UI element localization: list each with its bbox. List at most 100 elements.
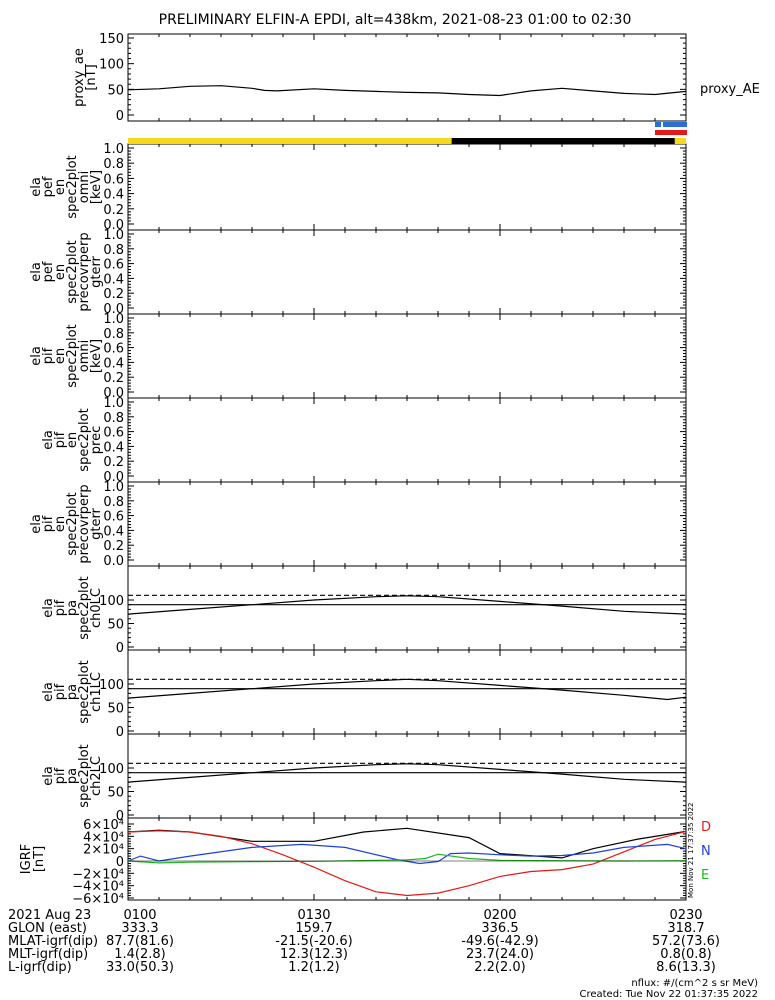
y-axis-label: omni	[77, 171, 92, 203]
y-axis-label: ela	[29, 514, 44, 534]
panels-group: 050100150proxy_ae[nT]0.00.20.40.60.81.0e…	[19, 32, 760, 907]
series-line-2	[127, 595, 687, 615]
y-axis-label: precovrperp	[77, 232, 92, 311]
series-line-2	[127, 843, 687, 865]
footer-value: 0100	[123, 908, 156, 923]
series-line-3	[127, 853, 687, 864]
y-tick-label: 0.4	[103, 272, 124, 287]
y-axis-label: spec2plot	[77, 744, 92, 807]
y-axis-label: pif	[41, 347, 56, 364]
y-tick-label: −6×10⁴	[72, 892, 124, 907]
y-axis-label: en	[53, 264, 68, 280]
footer-value: 1.4(2.8)	[114, 947, 166, 962]
y-tick-label: 0.2	[103, 371, 124, 386]
y-tick-label: −2×10⁴	[72, 867, 124, 882]
y-axis-label: ela	[41, 682, 56, 702]
panel-frame	[127, 33, 687, 122]
y-tick-label: 0.6	[103, 342, 124, 357]
footer-value: 8.6(13.3)	[656, 960, 716, 975]
y-axis-label: spec2plot	[77, 576, 92, 639]
footer-row-label: MLAT-igrf(dip)	[8, 934, 98, 949]
y-axis-label: pef	[41, 176, 56, 197]
series-line-2	[127, 678, 687, 701]
footer-value: 0230	[669, 908, 702, 923]
y-tick-label: 100	[99, 594, 124, 609]
y-axis-label: en	[53, 179, 68, 195]
y-tick-label: 0.0	[103, 470, 124, 485]
y-tick-label: 0.2	[103, 287, 124, 302]
panel-frame	[127, 229, 687, 315]
panel-frame	[127, 817, 687, 901]
y-axis-label: ela	[41, 430, 56, 450]
y-axis-label: pif	[53, 767, 68, 784]
y-tick-label: 150	[99, 32, 124, 47]
y-tick-label: 0.8	[103, 243, 124, 258]
panel-5: 0.00.20.40.60.81.0 elapifenspec2plotpreco…	[29, 480, 687, 569]
footer-row-label: GLON (east)	[8, 921, 87, 936]
y-tick-label: 0.8	[103, 157, 124, 172]
y-tick-label: 0.8	[103, 495, 124, 510]
y-tick-label: 0.4	[103, 440, 124, 455]
panel-frame	[127, 143, 687, 231]
y-axis-label: pa	[65, 600, 80, 616]
y-axis-label: ela	[41, 598, 56, 618]
y-axis-label: ela	[29, 346, 44, 366]
y-axis-label: en	[53, 516, 68, 532]
y-tick-label: 0.6	[103, 172, 124, 187]
y-axis-label: en	[53, 348, 68, 364]
ae-marker-blue-small	[655, 122, 661, 127]
y-axis-label: en	[65, 432, 80, 448]
y-tick-label: 0.6	[103, 426, 124, 441]
y-tick-label: 4×10⁴	[83, 830, 124, 845]
footer-value: 0.8(0.8)	[660, 947, 712, 962]
footer-value: 336.5	[481, 921, 518, 936]
y-axis-label: ela	[41, 766, 56, 786]
footer-row-label: 2021 Aug 23	[8, 908, 91, 923]
y-tick-label: 1.0	[103, 312, 124, 327]
y-axis-label: pif	[53, 599, 68, 616]
series-line-1	[127, 830, 687, 897]
y-tick-label: 50	[107, 83, 124, 98]
status-bar-yellow	[128, 138, 452, 144]
status-bar-black	[451, 138, 675, 144]
y-tick-label: 0.0	[103, 302, 124, 317]
y-tick-label: 0.0	[103, 218, 124, 233]
y-tick-label: 50	[107, 702, 124, 717]
y-tick-label: 0	[116, 109, 124, 124]
y-axis-label: ela	[29, 177, 44, 197]
y-axis-label: spec2plot	[65, 324, 80, 387]
y-axis-label: omni	[77, 340, 92, 372]
footer-value: -49.6(-42.9)	[461, 934, 538, 949]
y-tick-label: 0	[116, 809, 124, 824]
y-tick-label: 0.2	[103, 455, 124, 470]
y-tick-label: 0.0	[103, 386, 124, 401]
footer-row-label: MLT-igrf(dip)	[8, 947, 88, 962]
y-axis-label: ela	[29, 262, 44, 282]
y-axis-label: [nT]	[84, 64, 99, 90]
footer-value: 23.7(24.0)	[466, 947, 534, 962]
y-axis-label: pif	[53, 431, 68, 448]
y-tick-label: 50	[107, 786, 124, 801]
y-axis-label: pa	[65, 768, 80, 784]
y-tick-label: 0	[116, 641, 124, 656]
y-tick-label: 1.0	[103, 142, 124, 157]
y-axis-label: pif	[41, 515, 56, 532]
y-axis-label: pa	[65, 684, 80, 700]
y-tick-label: 0.4	[103, 356, 124, 371]
created-timestamp: Created: Tue Nov 22 01:37:35 2022	[579, 989, 758, 1000]
y-axis-label: spec2plot	[77, 408, 92, 471]
y-tick-label: 0.4	[103, 524, 124, 539]
y-axis-label: spec2plot	[65, 240, 80, 303]
y-axis-label: spec2plot	[65, 155, 80, 218]
series-line-2	[127, 763, 687, 783]
y-axis-label: spec2plot	[65, 492, 80, 555]
y-tick-label: 1.0	[103, 228, 124, 243]
y-tick-label: 0	[116, 725, 124, 740]
footer-value: 0200	[483, 908, 516, 923]
nflux-units: nflux: #/(cm^2 s sr MeV)	[631, 978, 758, 989]
y-axis-label: [nT]	[32, 846, 47, 872]
